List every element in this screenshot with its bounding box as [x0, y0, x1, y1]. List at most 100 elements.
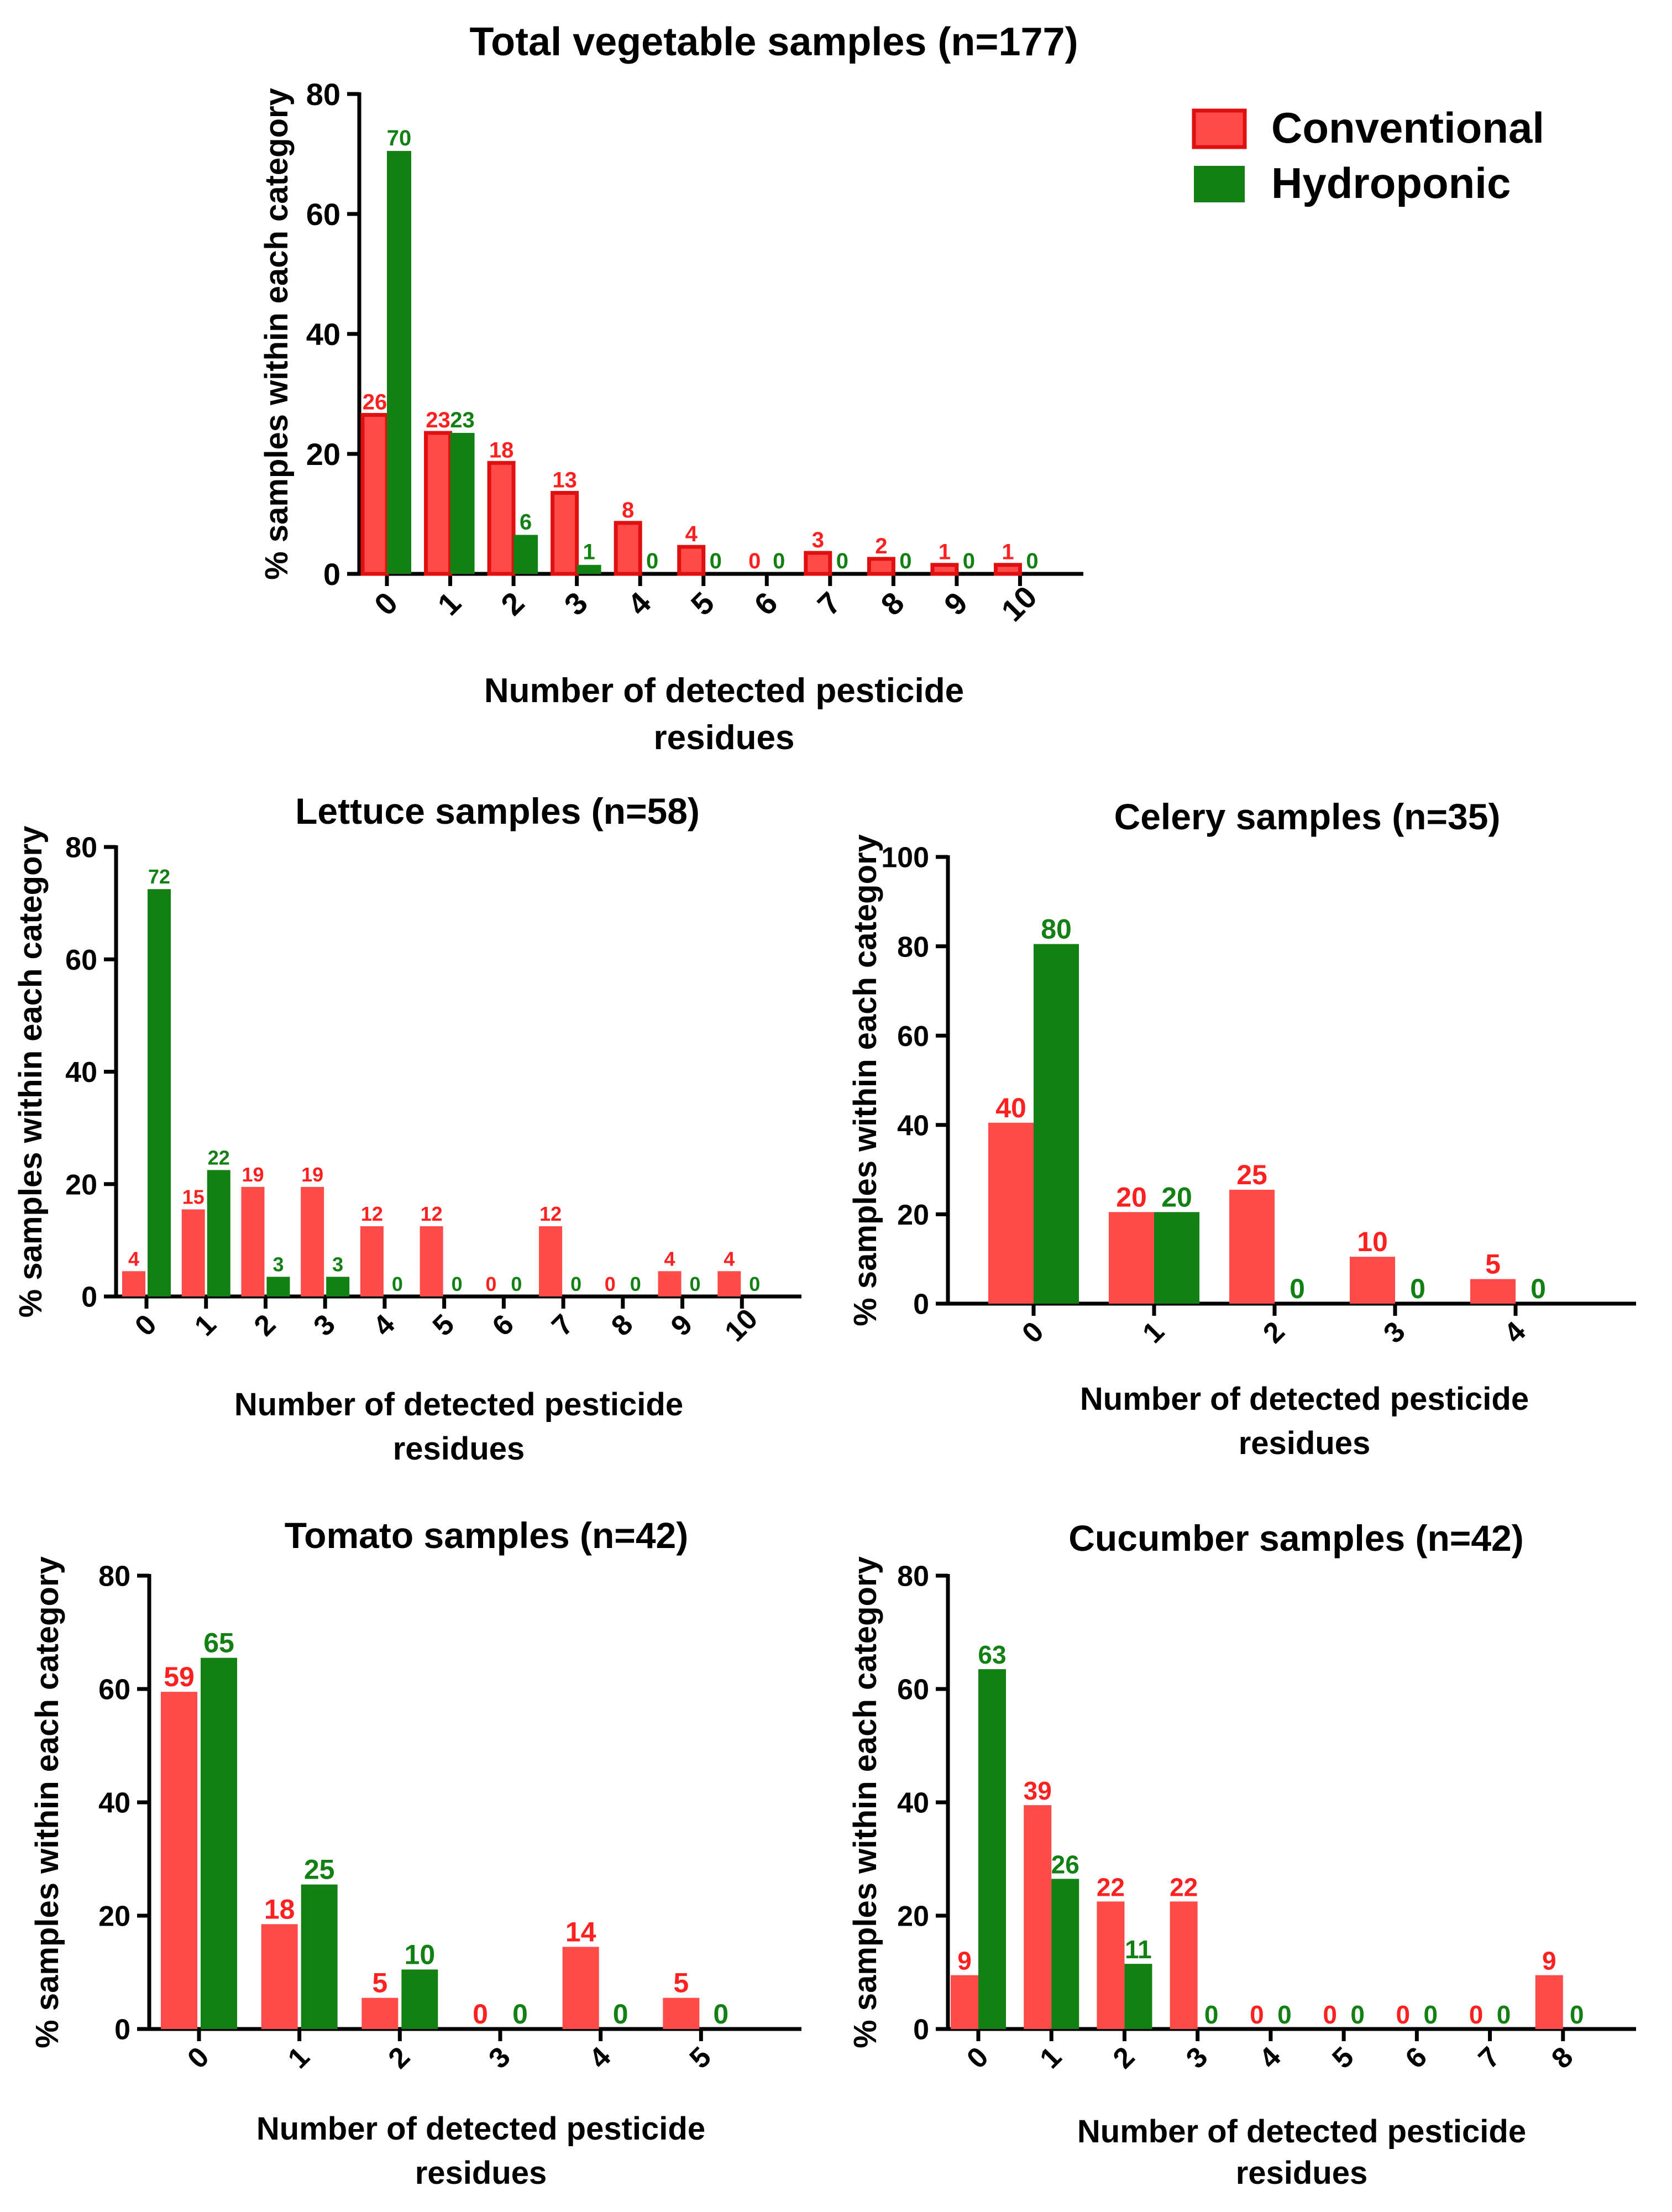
data-label-conventional: 5	[1485, 1249, 1501, 1280]
bar-hydroponic	[301, 1884, 338, 2029]
chart-total-vegetable: Total vegetable samples (n=177) % samples…	[259, 20, 1083, 757]
data-label-conventional: 9	[957, 1947, 972, 1975]
x-tick-label: 3	[557, 585, 594, 622]
bar-conventional	[988, 1122, 1034, 1304]
data-label-hydroponic: 1	[583, 540, 595, 564]
x-axis-label: residues	[415, 2155, 547, 2191]
x-tick-label: 0	[961, 2041, 994, 2074]
bar-conventional	[161, 1692, 197, 2029]
x-tick-label: 2	[494, 585, 531, 622]
bar-conventional	[420, 1226, 443, 1296]
data-label-conventional: 39	[1024, 1776, 1052, 1805]
x-tick-label: 8	[605, 1308, 639, 1342]
data-label-hydroponic: 0	[1350, 2000, 1365, 2029]
data-label-conventional: 4	[664, 1247, 675, 1270]
x-tick-label: 5	[427, 1308, 460, 1342]
data-label-hydroponic: 80	[1041, 914, 1072, 945]
bar-hydroponic	[201, 1657, 237, 2029]
x-axis-label: Number of detected pesticide	[1077, 2114, 1526, 2150]
data-label-hydroponic: 23	[450, 408, 475, 432]
data-label-conventional: 4	[724, 1247, 735, 1270]
bar-conventional	[360, 1226, 384, 1296]
bar-hydroponic	[576, 564, 601, 574]
y-axis-label: % samples within each category	[847, 834, 883, 1326]
data-label-conventional: 0	[1396, 2000, 1411, 2029]
data-label-hydroponic: 0	[773, 549, 785, 573]
data-label-hydroponic: 6	[520, 510, 532, 534]
data-label-hydroponic: 0	[613, 1999, 628, 2030]
data-label-hydroponic: 0	[710, 549, 722, 573]
chart-title: Cucumber samples (n=42)	[1068, 1518, 1523, 1559]
legend: Conventional Hydroponic	[1192, 103, 1544, 207]
x-axis-label: residues	[393, 1431, 525, 1467]
legend-swatch-hydroponic	[1194, 166, 1245, 202]
bar-conventional	[301, 1186, 324, 1296]
x-tick-label: 1	[1034, 2041, 1068, 2074]
y-tick-label: 0	[913, 2014, 929, 2046]
bar-conventional	[360, 412, 389, 576]
data-label-conventional: 12	[361, 1202, 383, 1225]
x-tick-label: 2	[382, 2041, 416, 2074]
bar-conventional	[1470, 1279, 1516, 1304]
x-tick-label: 6	[747, 585, 784, 622]
data-label-conventional: 8	[622, 498, 634, 522]
data-label-hydroponic: 0	[1424, 2000, 1438, 2029]
bar-conventional	[663, 1997, 700, 2029]
data-label-conventional: 15	[182, 1185, 205, 1208]
x-axis-label: Number of detected pesticide	[234, 1387, 683, 1423]
data-label-hydroponic: 0	[646, 549, 658, 573]
x-tick-label: 5	[684, 2041, 717, 2074]
bar-conventional	[424, 431, 453, 576]
data-label-conventional: 14	[565, 1916, 596, 1947]
bar-conventional	[1229, 1189, 1275, 1304]
data-label-conventional: 3	[812, 528, 824, 552]
data-label-conventional: 18	[264, 1894, 295, 1925]
bar-conventional	[930, 563, 959, 576]
chart-title: Lettuce samples (n=58)	[295, 791, 700, 832]
data-label-hydroponic: 25	[304, 1854, 335, 1885]
data-label-hydroponic: 0	[1570, 2000, 1584, 2029]
y-tick-label: 0	[913, 1289, 929, 1321]
x-tick-label: 3	[1180, 2041, 1214, 2074]
bar-conventional	[122, 1271, 145, 1296]
data-label-hydroponic: 0	[713, 1999, 728, 2030]
data-label-hydroponic: 3	[332, 1253, 343, 1275]
data-label-conventional: 40	[995, 1092, 1026, 1123]
x-tick-label: 7	[811, 585, 848, 622]
x-tick-label: 7	[1472, 2041, 1506, 2074]
x-axis-label: residues	[1239, 1425, 1371, 1461]
legend-label-conventional: Conventional	[1271, 103, 1544, 152]
x-tick-label: 2	[248, 1308, 282, 1342]
chart-cucumber: Cucumber samples (n=42) % samples within …	[847, 1518, 1636, 2191]
data-label-hydroponic: 0	[963, 549, 975, 573]
data-label-hydroponic: 22	[208, 1146, 230, 1169]
y-axis-label: % samples within each category	[29, 1556, 65, 2048]
data-label-conventional: 12	[539, 1202, 562, 1225]
bar-hydroponic	[1124, 1964, 1152, 2029]
data-label-hydroponic: 0	[749, 1273, 760, 1295]
x-tick-label: 0	[181, 2041, 215, 2074]
x-tick-label: 3	[1377, 1315, 1411, 1349]
data-label-hydroponic: 0	[1497, 2000, 1511, 2029]
bar-conventional	[181, 1209, 205, 1296]
data-label-conventional: 18	[489, 438, 514, 462]
data-label-conventional: 59	[164, 1661, 195, 1692]
y-tick-label: 60	[897, 1674, 929, 1706]
y-tick-label: 80	[306, 77, 340, 112]
bar-conventional	[1170, 1901, 1198, 2029]
x-tick-label: 0	[1016, 1315, 1050, 1349]
data-label-conventional: 5	[673, 1968, 689, 1999]
bar-hydroponic	[1051, 1879, 1079, 2029]
data-label-conventional: 12	[421, 1202, 443, 1225]
data-label-hydroponic: 10	[405, 1939, 436, 1970]
x-axis-label: residues	[1236, 2155, 1368, 2191]
y-tick-label: 40	[65, 1057, 97, 1089]
data-label-conventional: 26	[363, 390, 387, 414]
bar-conventional	[1535, 1975, 1563, 2029]
bar-hydroponic	[401, 1969, 438, 2029]
data-label-conventional: 20	[1116, 1181, 1147, 1212]
bar-hydroponic	[1154, 1212, 1199, 1304]
chart-tomato: Tomato samples (n=42) % samples within ea…	[29, 1515, 801, 2191]
y-tick-label: 60	[98, 1674, 130, 1706]
